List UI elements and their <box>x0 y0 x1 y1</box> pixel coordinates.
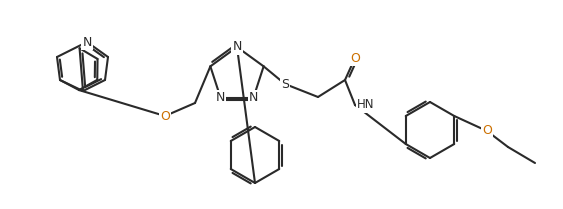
Text: N: N <box>82 36 92 48</box>
Text: O: O <box>350 51 360 65</box>
Text: N: N <box>249 91 258 104</box>
Text: O: O <box>160 110 170 122</box>
Text: N: N <box>216 91 225 104</box>
Text: S: S <box>281 78 289 90</box>
Text: HN: HN <box>357 98 374 111</box>
Text: O: O <box>482 125 492 138</box>
Text: N: N <box>233 41 242 54</box>
